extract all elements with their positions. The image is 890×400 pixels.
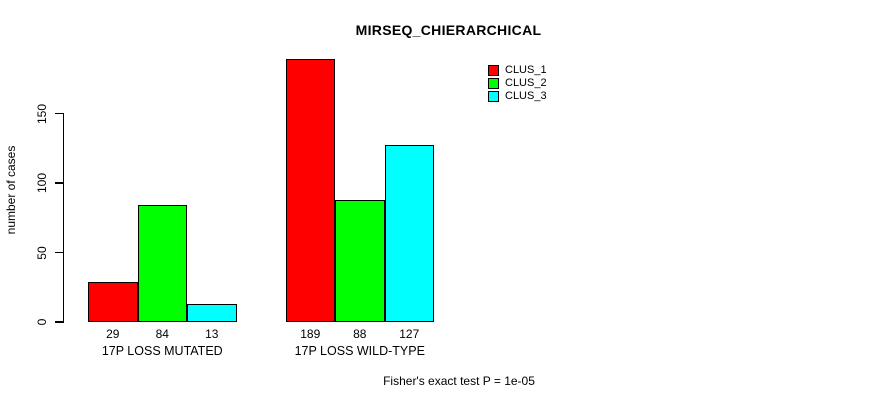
bar-value-label: 13 <box>205 327 219 341</box>
legend-label: CLUS_3 <box>505 90 547 103</box>
y-tick-label: 50 <box>35 245 49 260</box>
bar-value-label: 189 <box>300 327 321 341</box>
bar-clus_3-group2 <box>384 145 434 322</box>
legend: CLUS_1 CLUS_2 CLUS_3 <box>488 64 547 104</box>
y-tick-label: 100 <box>35 172 49 194</box>
footnote-pvalue: Fisher's exact test P = 1e-05 <box>383 374 535 388</box>
bar-clus_1-group1 <box>88 281 138 322</box>
y-tick-label: 150 <box>35 103 49 124</box>
y-axis-label: number of cases <box>4 145 18 235</box>
legend-row-clus_1: CLUS_1 <box>488 64 547 77</box>
legend-row-clus_2: CLUS_2 <box>488 77 547 90</box>
y-tick <box>55 182 64 184</box>
y-tick <box>55 321 64 323</box>
y-tick <box>55 251 64 254</box>
group-label: 17P LOSS WILD-TYPE <box>294 344 425 358</box>
group-label: 17P LOSS MUTATED <box>101 344 223 358</box>
bar-clus_3-group1 <box>187 303 237 322</box>
bar-value-label: 127 <box>399 327 420 341</box>
legend-swatch-clus_3 <box>488 91 499 103</box>
legend-swatch-clus_2 <box>488 78 499 90</box>
legend-swatch-clus_1 <box>488 65 499 77</box>
bar-value-label: 88 <box>353 327 367 341</box>
bar-value-label: 29 <box>106 327 120 341</box>
bar-value-label: 84 <box>155 327 169 341</box>
y-tick-label: 0 <box>35 318 49 326</box>
legend-label: CLUS_2 <box>505 77 547 90</box>
legend-row-clus_3: CLUS_3 <box>488 90 547 103</box>
bar-clus_2-group1 <box>137 205 187 322</box>
y-axis-line <box>62 112 64 323</box>
bar-clus_2-group2 <box>335 199 385 322</box>
chart-title: MIRSEQ_CHIERARCHICAL <box>355 22 542 38</box>
y-tick <box>55 112 64 115</box>
legend-label: CLUS_1 <box>505 64 547 77</box>
bar-clus_1-group2 <box>285 59 335 322</box>
